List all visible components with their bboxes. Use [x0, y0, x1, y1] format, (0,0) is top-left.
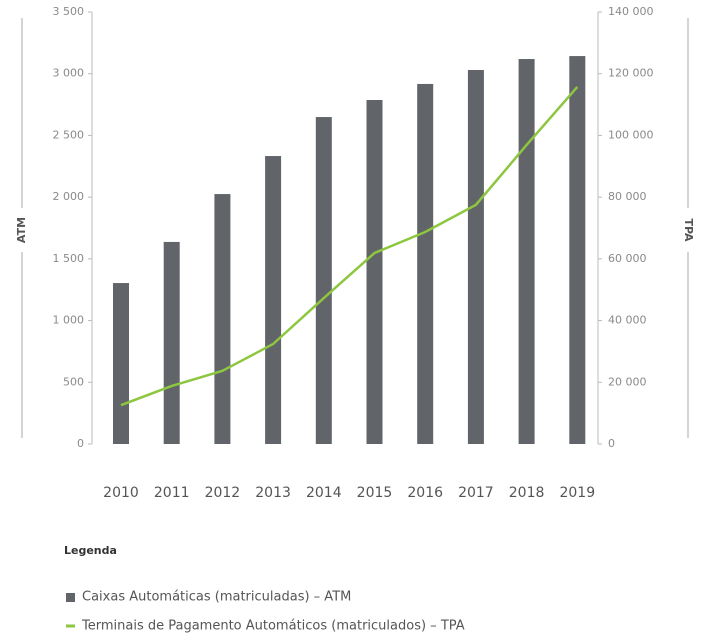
- bar: [417, 83, 434, 444]
- y2-tick-label: 40 000: [608, 314, 647, 327]
- y-tick-label: 0: [77, 437, 84, 450]
- y2-tick-label: 80 000: [608, 190, 647, 203]
- y-tick-label: 2 000: [53, 190, 85, 203]
- x-tick-label: 2015: [357, 485, 393, 501]
- line: [120, 86, 579, 407]
- x-tick-label: 2012: [205, 485, 241, 501]
- bar: [113, 283, 129, 444]
- y-tick-label: 2 500: [53, 128, 85, 141]
- bar: [265, 156, 282, 444]
- x-tick-label: 2017: [458, 485, 494, 501]
- y-tick-label: 3 500: [53, 5, 85, 18]
- bar: [315, 117, 332, 444]
- x-tick-label: 2010: [103, 485, 139, 501]
- y2-tick-label: 100 000: [608, 128, 654, 141]
- x-tick-label: 2019: [559, 485, 595, 501]
- bar: [163, 241, 180, 444]
- bar: [569, 56, 586, 445]
- bar: [467, 70, 484, 445]
- x-tick-label: 2018: [509, 485, 545, 501]
- y-axis-label: ATM: [15, 217, 28, 243]
- y-tick-label: 3 000: [53, 67, 85, 80]
- x-tick-label: 2014: [306, 485, 342, 501]
- bar: [518, 59, 535, 445]
- y2-axis-label: TPA: [682, 218, 695, 242]
- y2-tick-label: 120 000: [608, 67, 654, 80]
- y-tick-label: 1 500: [53, 252, 85, 265]
- y2-tick-label: 140 000: [608, 5, 654, 18]
- x-tick-label: 2013: [255, 485, 291, 501]
- y2-tick-label: 0: [608, 437, 615, 450]
- legend-swatch: [66, 593, 75, 602]
- y2-tick-label: 20 000: [608, 375, 647, 388]
- legend-label: Terminais de Pagamento Automáticos (matr…: [81, 619, 465, 634]
- bar: [366, 100, 383, 444]
- legend-label: Caixas Automáticas (matriculadas) – ATM: [82, 590, 351, 605]
- bar: [214, 194, 231, 444]
- legend-title: Legenda: [64, 544, 117, 557]
- y2-tick-label: 60 000: [608, 252, 647, 265]
- y-tick-label: 1 000: [53, 314, 85, 327]
- x-tick-label: 2011: [154, 485, 190, 501]
- y-tick-label: 500: [63, 375, 84, 388]
- x-tick-label: 2016: [407, 485, 443, 501]
- legend-swatch: [66, 624, 75, 628]
